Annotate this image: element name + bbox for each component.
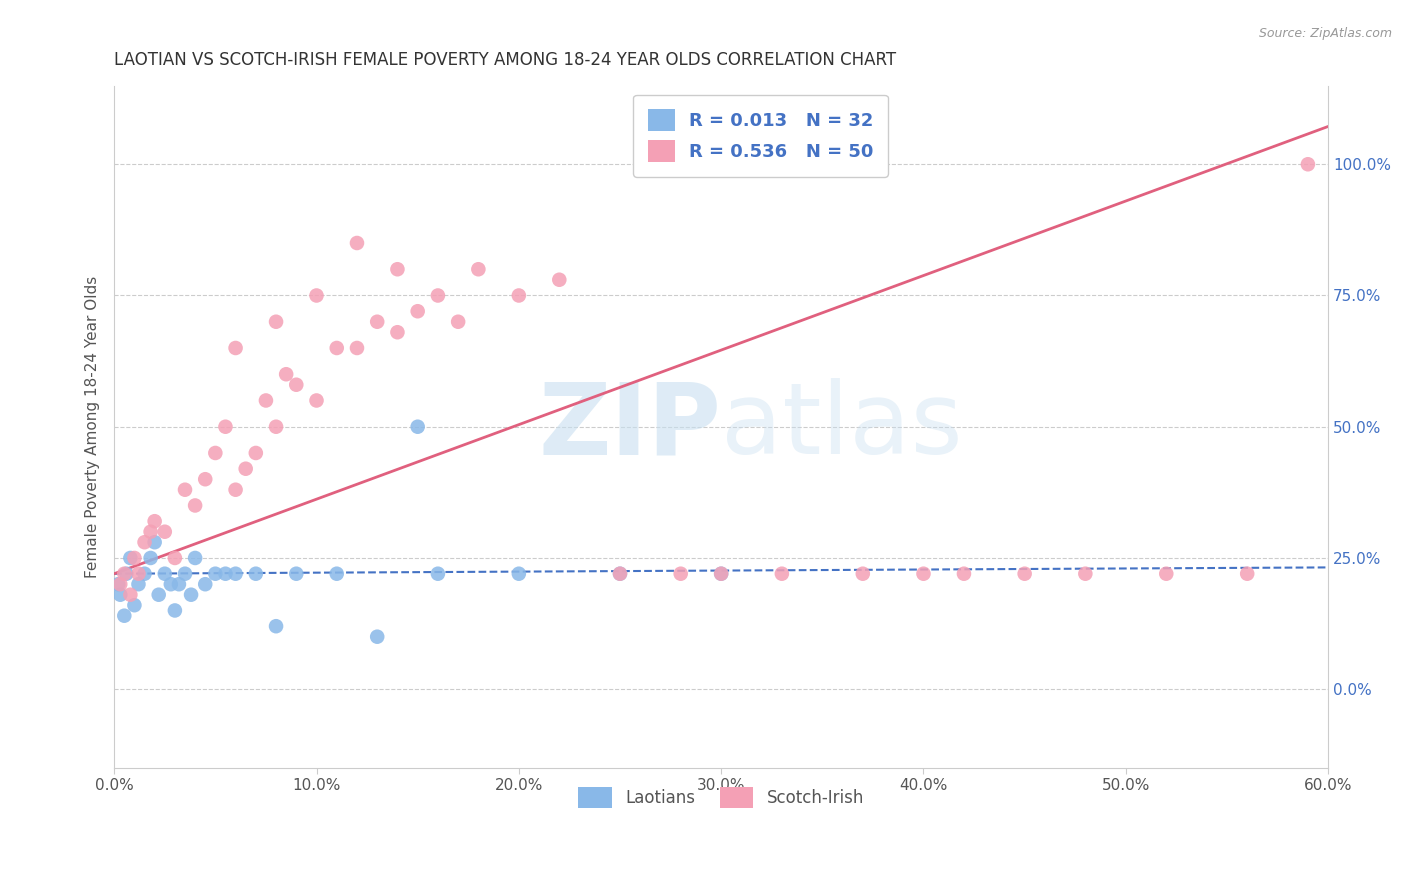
Point [1074,566,1097,581]
Point [139,524,162,539]
Point [276,368,298,382]
Point [406,419,429,434]
Point [112,566,135,581]
Point [214,566,236,581]
Point [127,577,149,591]
Point [953,566,976,581]
Point [710,566,733,581]
Point [1156,566,1178,581]
Point [225,566,247,581]
Point [214,419,236,434]
Point [163,603,186,617]
Text: Source: ZipAtlas.com: Source: ZipAtlas.com [1258,27,1392,40]
Point [124,551,146,566]
Point [127,566,149,581]
Point [134,566,156,581]
Point [912,566,935,581]
Point [245,566,267,581]
Point [115,566,138,581]
Legend: Laotians, Scotch-Irish: Laotians, Scotch-Irish [572,780,870,814]
Point [204,446,226,460]
Point [167,577,190,591]
Point [134,535,156,549]
Point [447,315,470,329]
Point [194,472,217,486]
Point [285,566,308,581]
Point [110,577,132,591]
Point [180,588,202,602]
Point [124,598,146,612]
Point [174,483,197,497]
Point [120,551,142,566]
Point [305,393,328,408]
Point [204,566,226,581]
Point [112,608,135,623]
Point [1236,566,1258,581]
Point [153,566,176,581]
Point [225,483,247,497]
Point [305,288,328,302]
Text: ZIP: ZIP [538,378,721,475]
Point [508,288,530,302]
Point [139,551,162,566]
Point [107,577,129,591]
Point [852,566,875,581]
Point [163,551,186,566]
Y-axis label: Female Poverty Among 18-24 Year Olds: Female Poverty Among 18-24 Year Olds [86,276,100,578]
Point [609,566,631,581]
Point [1296,157,1319,171]
Point [326,341,349,355]
Point [548,273,571,287]
Point [770,566,793,581]
Point [143,535,166,549]
Text: atlas: atlas [721,378,963,475]
Point [264,315,287,329]
Point [160,577,183,591]
Point [346,235,368,250]
Point [366,315,388,329]
Point [1014,566,1036,581]
Point [264,419,287,434]
Point [254,393,277,408]
Point [174,566,197,581]
Point [346,341,368,355]
Point [153,524,176,539]
Point [669,566,692,581]
Point [366,630,388,644]
Point [110,588,132,602]
Point [235,461,257,475]
Point [508,566,530,581]
Point [225,341,247,355]
Point [710,566,733,581]
Point [387,325,409,339]
Point [184,551,207,566]
Point [467,262,489,277]
Point [326,566,349,581]
Point [120,588,142,602]
Point [426,566,449,581]
Point [184,499,207,513]
Point [148,588,170,602]
Point [426,288,449,302]
Point [194,577,217,591]
Point [285,377,308,392]
Point [406,304,429,318]
Point [143,514,166,528]
Point [609,566,631,581]
Text: LAOTIAN VS SCOTCH-IRISH FEMALE POVERTY AMONG 18-24 YEAR OLDS CORRELATION CHART: LAOTIAN VS SCOTCH-IRISH FEMALE POVERTY A… [114,51,896,69]
Point [245,446,267,460]
Point [387,262,409,277]
Point [264,619,287,633]
